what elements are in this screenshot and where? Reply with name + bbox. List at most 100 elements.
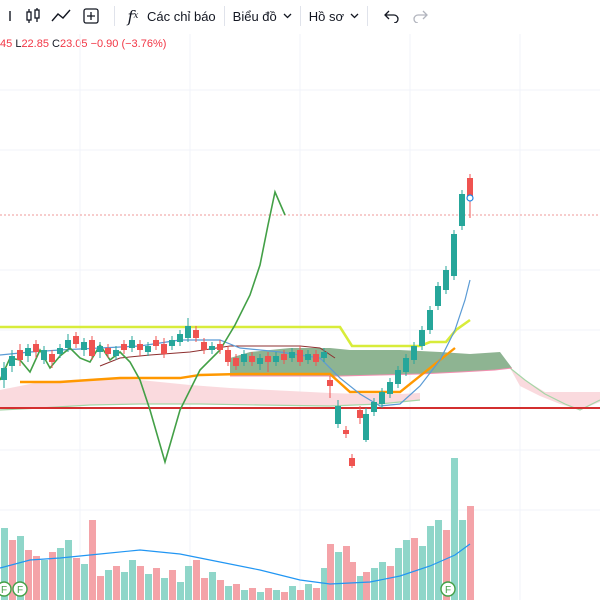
candle-body bbox=[225, 350, 231, 362]
volume-bar bbox=[209, 572, 216, 600]
candle-body bbox=[233, 358, 239, 366]
volume-bar bbox=[25, 550, 32, 600]
profile-menu-label: Hồ sơ bbox=[308, 8, 345, 24]
candle-body bbox=[73, 336, 79, 344]
chevron-down-icon bbox=[283, 11, 292, 22]
legend-close-key: C bbox=[52, 38, 60, 50]
toolbar-divider bbox=[299, 6, 301, 26]
volume-bar bbox=[1, 528, 8, 600]
candle-body bbox=[121, 344, 127, 350]
candle-body bbox=[459, 194, 465, 226]
candle-body bbox=[89, 340, 95, 356]
ichimoku-cloud-bearish-right bbox=[510, 368, 600, 410]
candle-body bbox=[49, 354, 55, 362]
volume-bar bbox=[257, 592, 264, 600]
candle-body bbox=[321, 352, 327, 358]
candle-body bbox=[343, 430, 349, 434]
volume-bar bbox=[129, 560, 136, 600]
candlestick-series bbox=[1, 174, 474, 468]
candle-body bbox=[379, 392, 385, 404]
volume-bar bbox=[335, 552, 342, 600]
candle-body bbox=[313, 354, 319, 362]
indicators-label: Các chỉ báo bbox=[147, 8, 216, 24]
volume-bar bbox=[105, 570, 112, 600]
volume-bar bbox=[89, 520, 96, 600]
redo-icon[interactable] bbox=[406, 0, 436, 32]
candle-body bbox=[169, 340, 175, 346]
svg-text:F: F bbox=[17, 585, 23, 596]
volume-bar bbox=[363, 572, 370, 600]
volume-bar bbox=[419, 546, 426, 600]
candle-body bbox=[451, 234, 457, 276]
toolbar-divider bbox=[114, 6, 115, 26]
earnings-marker[interactable]: F bbox=[440, 581, 456, 597]
candles-icon[interactable] bbox=[20, 0, 46, 32]
volume-ma-line bbox=[0, 543, 471, 585]
volume-bar bbox=[343, 546, 350, 600]
chart-menu-button[interactable]: Biểu đồ bbox=[233, 0, 292, 32]
volume-bar bbox=[297, 590, 304, 600]
undo-icon[interactable] bbox=[376, 0, 406, 32]
volume-bar bbox=[153, 568, 160, 600]
volume-bar bbox=[161, 578, 168, 600]
volume-bar bbox=[137, 566, 144, 600]
volume-bar bbox=[451, 458, 458, 600]
conversion-line bbox=[20, 347, 456, 394]
candle-body bbox=[33, 344, 39, 352]
line-chart-icon[interactable] bbox=[46, 0, 76, 32]
candle-body bbox=[25, 348, 31, 356]
volume-series bbox=[1, 458, 474, 600]
toolbar-divider bbox=[367, 6, 369, 26]
candle-body bbox=[41, 350, 47, 360]
volume-bar bbox=[193, 560, 200, 600]
candle-body bbox=[305, 354, 311, 360]
price-chart[interactable]: F F F bbox=[0, 34, 600, 600]
kijun-dark-line bbox=[99, 345, 336, 367]
volume-bar bbox=[241, 590, 248, 600]
volume-bar bbox=[121, 572, 128, 600]
chevron-left-icon[interactable] bbox=[4, 0, 20, 32]
volume-bar bbox=[97, 576, 104, 600]
volume-bar bbox=[249, 588, 256, 600]
earnings-marker[interactable]: F bbox=[12, 581, 28, 597]
volume-bar bbox=[57, 548, 64, 600]
candle-body bbox=[185, 326, 191, 338]
candle-body bbox=[161, 344, 167, 354]
volume-bar bbox=[281, 592, 288, 600]
volume-bar bbox=[395, 548, 402, 600]
candle-body bbox=[137, 344, 143, 350]
price-marker bbox=[466, 194, 474, 202]
volume-bar bbox=[403, 540, 410, 600]
ichimoku-cloud-edge bbox=[230, 367, 513, 377]
candle-body bbox=[427, 310, 433, 330]
volume-bar bbox=[9, 540, 16, 600]
earnings-marker[interactable]: F bbox=[0, 581, 12, 597]
add-square-icon[interactable] bbox=[76, 0, 106, 32]
candle-body bbox=[81, 342, 87, 350]
candle-body bbox=[177, 334, 183, 342]
candle-body bbox=[241, 354, 247, 362]
candle-body bbox=[467, 178, 473, 198]
volume-bar bbox=[327, 544, 334, 600]
volume-bar bbox=[49, 552, 56, 600]
candle-body bbox=[419, 330, 425, 346]
candle-body bbox=[57, 348, 63, 354]
candle-body bbox=[257, 358, 263, 364]
volume-bar bbox=[427, 526, 434, 600]
volume-bar bbox=[467, 506, 474, 600]
profile-menu-button[interactable]: Hồ sơ bbox=[309, 0, 359, 32]
volume-bar bbox=[113, 566, 120, 600]
chevron-down-icon bbox=[350, 11, 359, 22]
volume-bar bbox=[379, 562, 386, 600]
candle-body bbox=[363, 414, 369, 440]
legend-change: −0.90 (−3.76%) bbox=[90, 38, 167, 50]
candle-body bbox=[387, 382, 393, 394]
candle-body bbox=[145, 346, 151, 352]
legend-close-value: 23.05 bbox=[59, 38, 88, 50]
volume-bar bbox=[73, 558, 80, 600]
candle-body bbox=[97, 346, 103, 352]
volume-bar bbox=[443, 530, 450, 600]
volume-bar bbox=[459, 520, 466, 600]
